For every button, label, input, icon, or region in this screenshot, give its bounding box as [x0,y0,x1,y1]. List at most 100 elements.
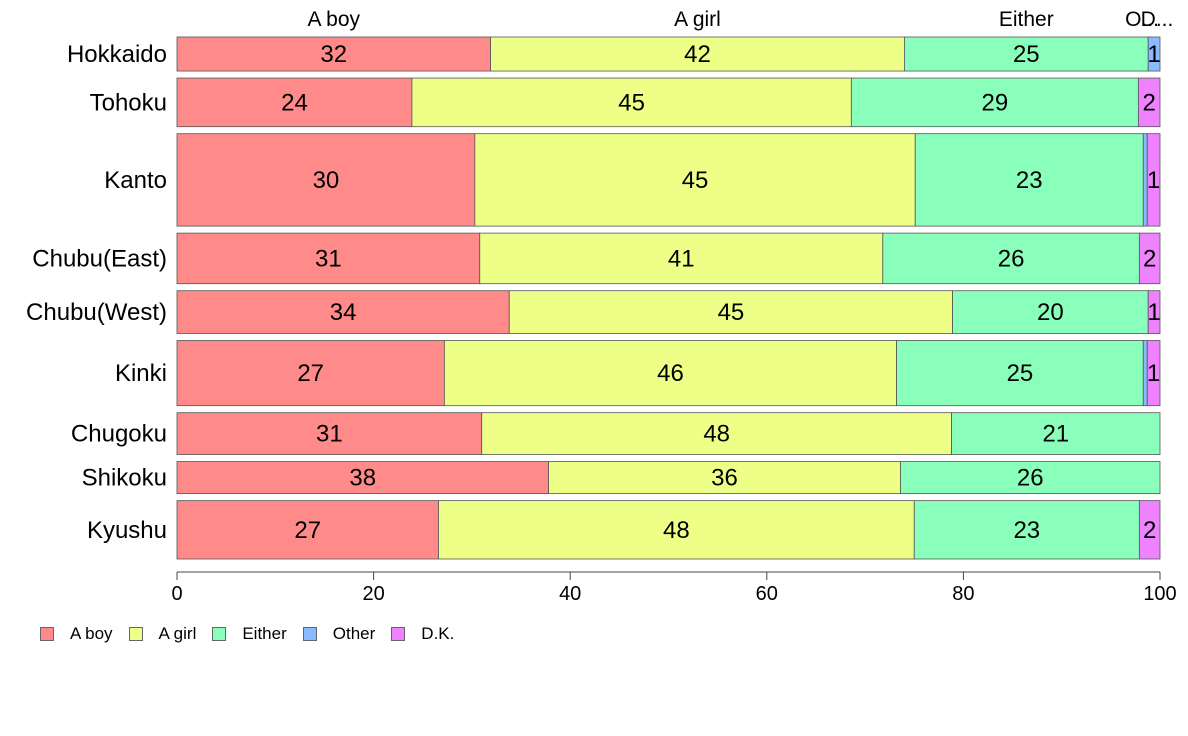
data-label: 26 [998,245,1025,272]
x-tick-label: 80 [952,583,974,605]
category-label: Shikoku [82,465,167,492]
bar-segment [896,340,1144,407]
data-label: 20 [1037,299,1064,326]
data-label: 27 [297,360,324,387]
x-tick-label: 60 [756,583,778,605]
data-label: 2 [1143,89,1156,116]
data-label: 36 [711,465,738,492]
data-label: 48 [663,517,690,544]
legend-swatch [128,627,143,641]
bar-segment [411,77,852,128]
column-label: A girl [674,8,721,31]
data-label: 45 [718,299,745,326]
bar-segment [1147,36,1161,72]
data-label: 32 [320,41,347,68]
legend-item: A boy [40,624,113,644]
legend-swatch [212,627,227,641]
data-label: 23 [1013,517,1040,544]
x-tick-label: 40 [559,583,581,605]
bar-segment [1138,500,1161,560]
bar-segment [1146,340,1161,407]
bar-segment [904,36,1149,72]
legend-label: A girl [158,624,197,643]
data-label: 45 [618,89,645,116]
data-label: 2 [1143,517,1156,544]
data-label: 23 [1016,167,1043,194]
category-label: Hokkaido [67,41,167,68]
x-tick-label: 20 [362,583,384,605]
legend-label: Either [242,624,287,643]
data-label: 31 [315,245,342,272]
bar-segment [1147,290,1161,334]
data-label: 1 [1147,299,1160,326]
bar-segment [474,133,916,227]
bar-segment [1146,133,1161,227]
bar-segment [548,461,901,495]
column-label: D... [1141,8,1174,31]
category-label: Kyushu [87,517,167,544]
data-label: 34 [330,299,357,326]
bar-segment [176,133,476,227]
category-label: Chubu(West) [26,299,167,326]
column-label: O... [1125,8,1159,31]
data-label: 1 [1147,41,1160,68]
bar-segment [176,290,510,334]
column-label: A boy [308,8,361,31]
bar-segment [443,340,897,407]
legend-swatch [391,627,406,641]
category-label: Kinki [115,360,167,387]
bar-segment [481,412,953,455]
data-label: 24 [281,89,308,116]
legend-item: A girl [128,624,197,644]
bar-segment [176,500,439,560]
bar-segment [882,232,1140,285]
bar-segment [176,77,413,128]
data-label: 31 [316,421,343,448]
data-label: 21 [1042,421,1069,448]
bar-segment [850,77,1139,128]
legend-label: A boy [70,624,113,643]
legend-item: Either [212,624,287,644]
bar-segment [176,36,491,72]
bar-segment [176,412,483,455]
legend-item: Other [302,624,376,644]
category-label: Chugoku [71,421,167,448]
bar-segment [438,500,915,560]
column-label: Either [999,8,1054,31]
bar-segment [176,232,481,285]
legend: A boy A girl Either Other D.K. [40,624,470,644]
data-label: 27 [294,517,321,544]
category-label: Chubu(East) [32,245,167,272]
x-tick-label: 0 [171,583,182,605]
legend-item: D.K. [391,624,454,644]
bar-segment [1138,232,1161,285]
x-tick-label: 100 [1143,583,1176,605]
data-label: 46 [657,360,684,387]
bar-segment [900,461,1161,495]
bar-segment [176,340,445,407]
legend-swatch [40,627,54,641]
data-label: 25 [1013,41,1040,68]
legend-label: D.K. [421,624,455,643]
bar-segment [508,290,953,334]
data-label: 1 [1147,360,1160,387]
data-label: 41 [668,245,695,272]
category-label: Kanto [104,167,167,194]
data-label: 48 [703,421,730,448]
bar-segment [1137,77,1161,128]
bar-segment [914,133,1144,227]
bar-segment [952,290,1149,334]
data-label: 42 [684,41,711,68]
data-label: 26 [1017,465,1044,492]
bar-segment [951,412,1161,455]
data-label: 2 [1143,245,1156,272]
data-label: 1 [1147,167,1160,194]
data-label: 45 [682,167,709,194]
data-label: 29 [982,89,1009,116]
data-label: 25 [1007,360,1034,387]
data-label: 30 [313,167,340,194]
bar-segment [176,461,549,495]
legend-swatch [302,627,317,641]
legend-label: Other [332,624,376,643]
